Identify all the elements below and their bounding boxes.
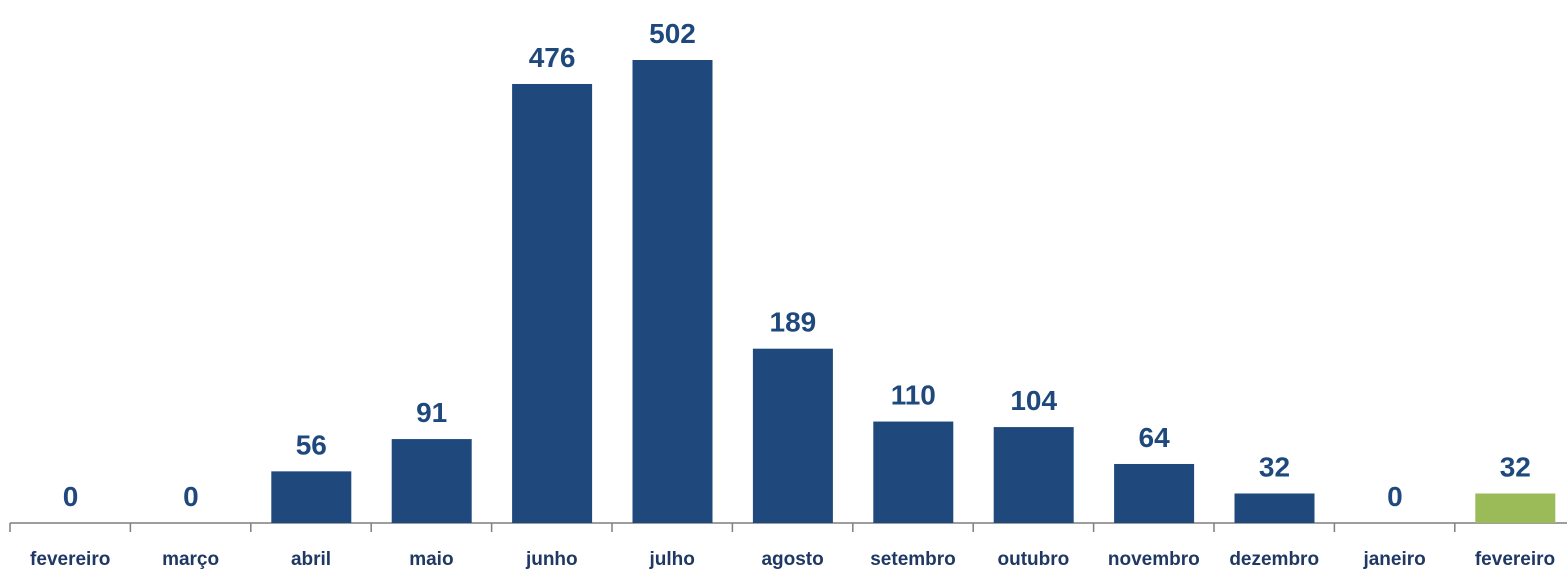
x-tick-label: fevereiro <box>30 549 110 570</box>
bar <box>993 427 1074 523</box>
data-label: 0 <box>63 481 79 512</box>
bar <box>1475 493 1556 523</box>
x-tick-label: janeiro <box>1362 549 1425 570</box>
data-label: 502 <box>649 18 696 49</box>
bar <box>391 439 472 523</box>
x-tick-label: outubro <box>998 549 1070 570</box>
data-label: 64 <box>1139 422 1171 453</box>
x-tick-label: fevereiro <box>1475 549 1555 570</box>
x-tick-label: maio <box>409 549 453 570</box>
x-tick-label: abril <box>291 549 331 570</box>
data-label: 56 <box>296 429 327 460</box>
x-tick-label: setembro <box>870 549 956 570</box>
bar <box>752 348 833 523</box>
x-tick-label: junho <box>525 549 578 570</box>
data-label: 0 <box>1387 481 1403 512</box>
data-label: 32 <box>1259 451 1290 482</box>
bar <box>512 83 593 524</box>
bar <box>632 60 713 523</box>
x-tick-label: dezembro <box>1229 549 1319 570</box>
x-tick-label: novembro <box>1108 549 1200 570</box>
bar <box>1114 463 1195 523</box>
data-label: 0 <box>183 481 199 512</box>
bar <box>271 471 352 523</box>
data-label: 189 <box>770 307 817 338</box>
data-label: 476 <box>529 42 576 73</box>
x-tick-label: agosto <box>761 549 823 570</box>
data-label: 104 <box>1010 385 1057 416</box>
bar <box>873 421 954 523</box>
data-label: 110 <box>891 380 936 411</box>
data-label: 91 <box>416 397 447 428</box>
x-tick-label: julho <box>649 549 695 570</box>
bar <box>1234 493 1315 523</box>
x-tick-label: março <box>162 549 219 570</box>
data-label: 32 <box>1500 451 1531 482</box>
